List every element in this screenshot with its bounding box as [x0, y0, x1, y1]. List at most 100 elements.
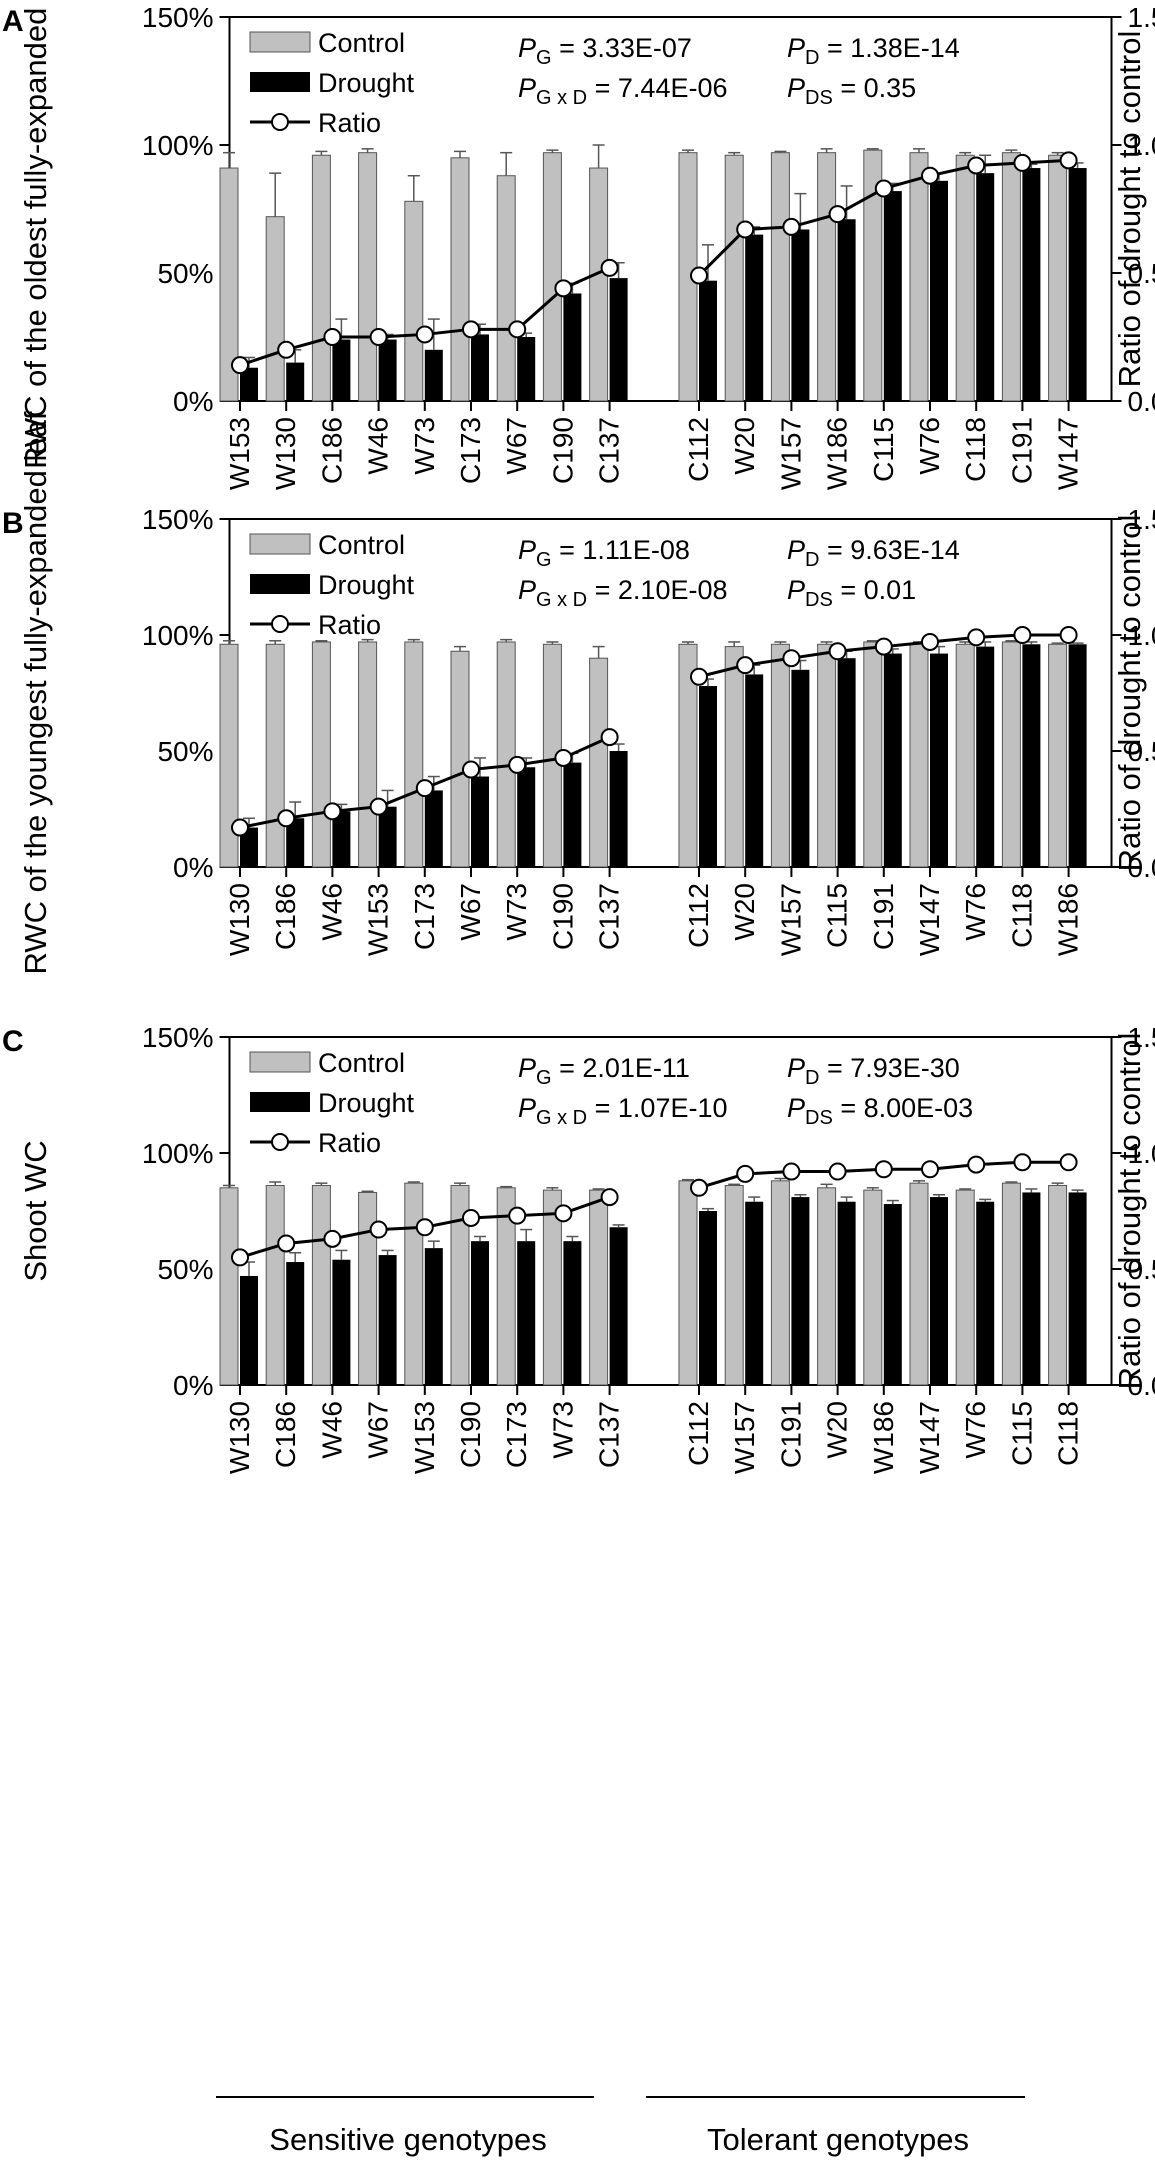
ratio-point — [369, 797, 388, 816]
control-bar — [404, 641, 424, 868]
stat-p-gxd: PG x D = 7.44E-06 — [518, 73, 728, 109]
control-bar — [724, 646, 744, 868]
category-label: W20 — [729, 883, 760, 941]
ratio-point — [323, 1229, 342, 1248]
control-bar — [909, 1182, 929, 1386]
legend-drought-swatch — [250, 1092, 310, 1112]
drought-bar — [1022, 644, 1041, 867]
control-bar — [1001, 641, 1021, 868]
category-label: C137 — [594, 883, 625, 950]
drought-bar — [563, 762, 582, 867]
category-label: W76 — [960, 1401, 991, 1459]
ratio-point — [736, 220, 755, 239]
ratio-point — [967, 628, 986, 647]
ratio-point — [600, 258, 619, 277]
y2-tick-label: 0.0 — [1128, 852, 1155, 883]
ratio-point — [600, 728, 619, 747]
category-label: W67 — [455, 883, 486, 941]
legend-control-label: Control — [318, 530, 405, 560]
legend-drought-label: Drought — [318, 570, 415, 600]
category-label: W130 — [270, 417, 301, 490]
control-bar — [1048, 643, 1068, 868]
control-bar — [311, 154, 331, 402]
stat-p-ds: PDS = 0.35 — [787, 73, 916, 109]
y-tick-label: 50% — [157, 258, 213, 289]
y2-axis-label: Ratio of drought to control — [1112, 31, 1147, 388]
ratio-point — [828, 205, 847, 224]
ratio-point — [921, 632, 939, 651]
tolerant-genotypes-label: Tolerant genotypes — [707, 2122, 969, 2157]
drought-bar — [1022, 1192, 1041, 1385]
ratio-point — [1013, 1153, 1032, 1172]
category-label: W157 — [775, 417, 806, 490]
category-label: W153 — [224, 417, 255, 490]
drought-bar — [240, 1275, 258, 1385]
drought-bar — [745, 674, 764, 867]
category-label: W67 — [363, 1401, 394, 1459]
ratio-point — [1059, 1153, 1078, 1172]
stat-p-d: PD = 9.63E-14 — [787, 535, 960, 571]
control-bar — [955, 643, 975, 868]
control-bar — [1048, 154, 1068, 402]
control-bar — [589, 657, 609, 868]
y2-axis-label: Ratio of drought to control — [1112, 1033, 1147, 1390]
drought-bar — [1022, 168, 1041, 401]
ratio-point — [369, 328, 388, 346]
control-bar — [817, 152, 837, 402]
category-label: W73 — [501, 883, 532, 941]
y-tick-label: 50% — [157, 1254, 213, 1285]
category-label: C115 — [822, 883, 853, 948]
ratio-point — [277, 1234, 296, 1253]
y2-tick-label: 1.0 — [1128, 1138, 1155, 1169]
ratio-point — [1013, 153, 1032, 172]
legend-drought-swatch — [250, 72, 310, 92]
ratio-point — [554, 1204, 573, 1223]
legend-control-label: Control — [318, 1048, 405, 1078]
panel-b: B 0% 50% 100% 150% 0.0 0.5 1.0 1.5 RWC of the you… — [2, 411, 1155, 974]
drought-bar — [471, 334, 489, 401]
stat-p-ds: PDS = 0.01 — [787, 575, 916, 611]
category-label: W157 — [775, 883, 806, 956]
ratio-point — [554, 748, 573, 767]
category-label: C191 — [1006, 417, 1037, 484]
stat-p-gxd: PG x D = 1.07E-10 — [518, 1093, 728, 1129]
ratio-point — [231, 1248, 249, 1267]
control-bar — [589, 1189, 609, 1386]
control-bar — [265, 216, 285, 402]
drought-bar — [517, 1241, 536, 1385]
y2-tick-label: 1.5 — [1128, 504, 1155, 535]
category-label: C186 — [270, 883, 301, 950]
legend-control-swatch — [249, 533, 311, 555]
ratio-point — [1059, 626, 1078, 644]
category-label: W76 — [914, 417, 945, 475]
ratio-point — [415, 1218, 434, 1237]
ratio-point — [690, 667, 708, 686]
drought-bar — [424, 349, 443, 401]
drought-bar — [240, 367, 258, 401]
legend-ratio-marker — [271, 1133, 289, 1151]
category-label: W67 — [501, 417, 532, 475]
category-label: C190 — [547, 417, 578, 484]
drought-bar — [699, 280, 717, 401]
drought-bar — [837, 658, 856, 867]
ratio-point — [600, 1188, 619, 1207]
category-label: W153 — [363, 883, 394, 956]
ratio-point — [508, 1206, 527, 1225]
ratio-point — [736, 656, 755, 675]
category-label: W153 — [409, 1401, 440, 1474]
panel-a: A 0% 50% 100% 150% 0.0 0.5 1.0 1.5 RWC of the old… — [2, 0, 1155, 490]
control-bar — [404, 200, 424, 402]
stat-p-g: PG = 1.11E-08 — [518, 535, 690, 571]
drought-bar — [791, 1197, 810, 1385]
y2-tick-label: 0.5 — [1128, 736, 1155, 767]
control-bar — [496, 175, 516, 402]
legend-drought-label: Drought — [318, 68, 415, 98]
y-tick-label: 150% — [142, 2, 214, 33]
ratio-point — [921, 166, 939, 185]
drought-bar — [930, 1197, 948, 1385]
ratio-point — [782, 1162, 801, 1181]
category-label: C118 — [960, 417, 991, 482]
category-label: C112 — [683, 417, 714, 482]
control-bar — [724, 154, 744, 402]
category-label: C112 — [683, 883, 714, 948]
